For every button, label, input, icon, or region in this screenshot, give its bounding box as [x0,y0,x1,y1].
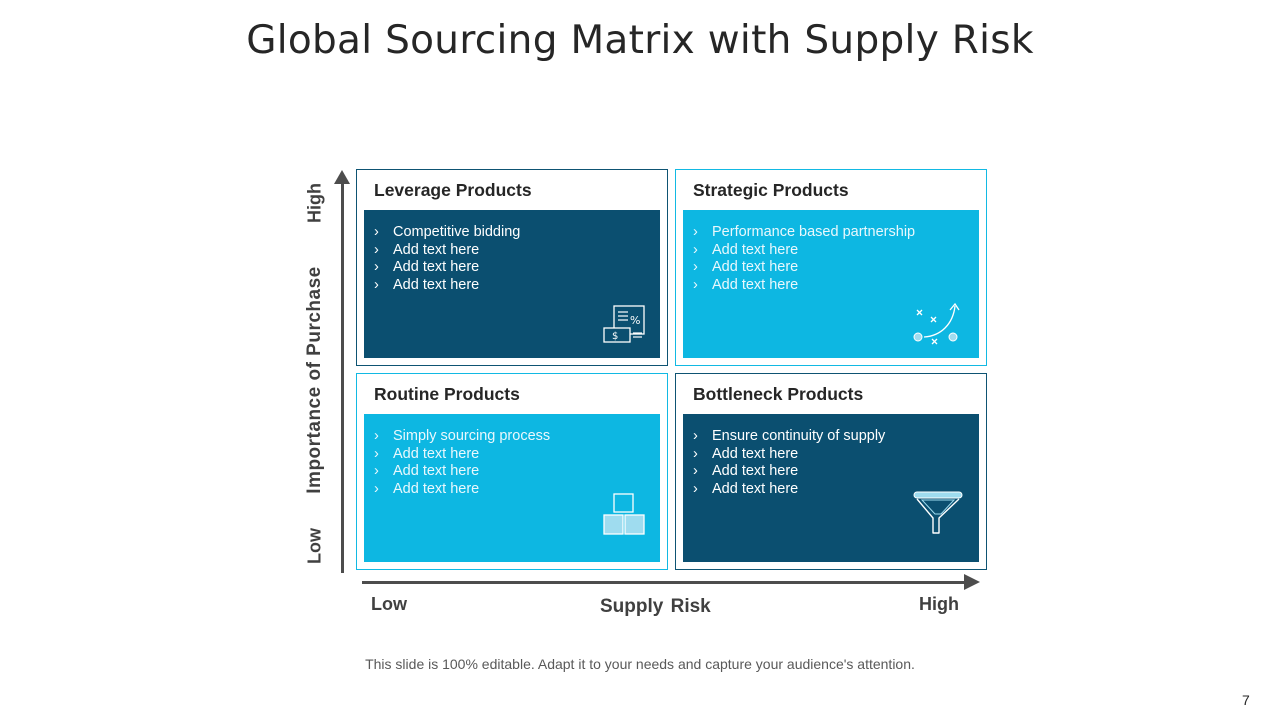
budget-document-icon: % $ [603,305,645,343]
chevron-right-icon: › [374,480,379,497]
chevron-right-icon: › [374,463,379,480]
x-axis-title: Supply Risk [600,596,711,617]
x-axis-line [362,581,968,584]
quadrant-body: › Simply sourcing process › Add text here … [364,414,660,562]
chevron-right-icon: › [693,463,698,480]
list-item: › Add text here [693,259,799,276]
bullet-list: › Simply sourcing process › Add text here … [364,414,660,498]
list-item: › Performance based partnership [693,224,916,240]
strategy-play-icon [913,302,960,345]
x-axis-low-label: Low [371,594,407,614]
y-axis-arrow-icon [334,170,350,184]
list-item: › Add text here [374,259,480,276]
quadrant-strategic-products: Strategic Products › Performance based pa… [675,169,987,366]
chevron-right-icon: › [374,445,379,462]
chevron-right-icon: › [374,276,379,293]
list-item: › Add text here [374,241,480,258]
list-item: › Add text here [374,463,480,480]
quadrant-title: Strategic Products [693,180,849,200]
y-axis-title: Importance of Purchase [304,266,325,494]
list-item: › Add text here [693,445,799,462]
list-item: › Add text here [693,463,799,480]
quadrant-routine-products: Routine Products › Simply sourcing proces… [356,373,668,570]
svg-text:%: % [630,314,640,327]
list-item: › Simply sourcing process [374,428,551,444]
bullet-list: › Ensure continuity of supply › Add text h… [683,414,979,498]
list-item: › Add text here [693,480,799,497]
quadrant-body: › Performance based partnership › Add text… [683,210,979,358]
stacked-boxes-icon [603,493,645,535]
chevron-right-icon: › [374,224,379,240]
quadrant-body: › Competitive bidding › Add text here › Add… [364,210,660,358]
chevron-right-icon: › [693,480,698,497]
chevron-right-icon: › [693,241,698,258]
bullet-list: › Competitive bidding › Add text here › Add… [364,210,660,294]
footer-note: This slide is 100% editable. Adapt it to… [365,656,915,672]
x-axis-high-label: High [919,594,959,614]
y-axis-low-label: Low [304,528,325,564]
x-axis-arrow-icon [964,574,980,590]
y-axis-high-label: High [304,183,325,223]
funnel-icon [913,491,963,534]
list-item: › Add text here [693,276,799,293]
y-axis-line [341,180,344,573]
bullet-list: › Performance based partnership › Add text… [683,210,979,294]
svg-text:$: $ [612,331,618,342]
quadrant-title: Leverage Products [374,180,532,200]
list-item: › Add text here [374,480,480,497]
quadrant-leverage-products: Leverage Products › Competitive bidding ›… [356,169,668,366]
chevron-right-icon: › [693,445,698,462]
page-number: 7 [1242,692,1250,708]
chevron-right-icon: › [693,259,698,276]
chevron-right-icon: › [693,428,698,444]
list-item: › Add text here [374,276,480,293]
chevron-right-icon: › [374,241,379,258]
list-item: › Add text here [693,241,799,258]
list-item: › Ensure continuity of supply [693,428,886,444]
quadrant-title: Bottleneck Products [693,384,864,404]
chevron-right-icon: › [693,276,698,293]
chevron-right-icon: › [374,428,379,444]
quadrant-body: › Ensure continuity of supply › Add text h… [683,414,979,562]
slide-title: Global Sourcing Matrix with Supply Risk [246,18,1034,63]
quadrant-bottleneck-products: Bottleneck Products › Ensure continuity o… [675,373,987,570]
chevron-right-icon: › [374,259,379,276]
list-item: › Add text here [374,445,480,462]
chevron-right-icon: › [693,224,698,240]
quadrant-title: Routine Products [374,384,520,404]
list-item: › Competitive bidding [374,224,521,240]
